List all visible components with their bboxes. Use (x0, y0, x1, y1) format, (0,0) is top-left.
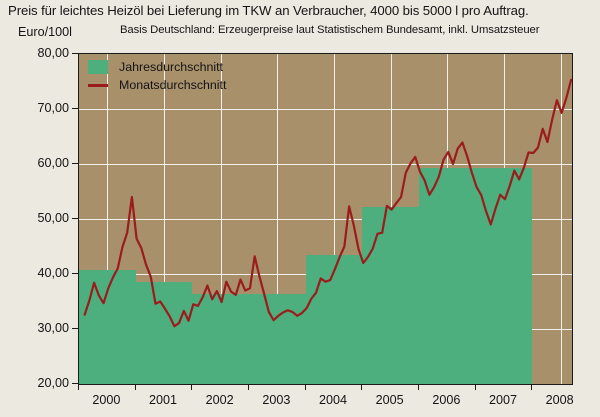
y-tick-label-60: 60,00 (37, 156, 69, 170)
plot-area (78, 53, 573, 385)
bar-2004 (305, 254, 363, 384)
legend-entry-annual: Jahresdurchschnitt (88, 58, 226, 76)
gridline-v-2003 (277, 54, 279, 384)
gridline-h-50 (79, 219, 572, 220)
bar-2005 (362, 206, 419, 384)
x-tick-label-2002: 2002 (205, 393, 234, 407)
x-tick-label-2006: 2006 (432, 393, 461, 407)
x-tick-label-2001: 2001 (148, 393, 178, 407)
legend-label-annual: Jahresdurchschnitt (119, 60, 223, 74)
legend-entry-monthly: Monatsdurchschnitt (88, 76, 226, 94)
y-tick-mark-80 (72, 53, 78, 54)
bar-2001 (135, 281, 193, 384)
x-tick-mark-2006 (418, 384, 419, 390)
x-tick-label-2008: 2008 (545, 393, 574, 407)
x-tick-mark-2008 (531, 384, 533, 390)
gridline-v-2008 (560, 54, 562, 384)
y-tick-label-80: 80,00 (37, 46, 69, 60)
gridline-h-70 (79, 109, 572, 110)
legend-label-monthly: Monatsdurchschnitt (119, 78, 227, 92)
x-tick-mark-2004 (304, 384, 306, 390)
x-tick-mark-2002 (191, 384, 193, 390)
chart-legend: Jahresdurchschnitt Monatsdurchschnitt (88, 58, 226, 94)
x-tick-mark-2001 (134, 384, 136, 390)
y-tick-mark-30 (72, 328, 78, 329)
x-tick-mark-2000 (78, 384, 79, 390)
x-tick-label-2000: 2000 (92, 393, 121, 407)
y-tick-mark-50 (72, 218, 78, 219)
line-polyline (85, 80, 571, 326)
gridline-v-2002 (220, 54, 222, 384)
y-tick-mark-70 (72, 108, 78, 109)
y-tick-mark-40 (72, 273, 78, 274)
y-tick-label-50: 50,00 (37, 211, 69, 225)
y-tick-mark-60 (72, 163, 78, 164)
y-tick-label-40: 40,00 (37, 266, 69, 280)
x-tick-mark-2005 (361, 384, 363, 390)
bar-2006 (419, 167, 476, 384)
gridline-h-60 (79, 164, 572, 165)
x-tick-label-2005: 2005 (375, 393, 404, 407)
chart-title: Preis für leichtes Heizöl bei Lieferung … (8, 3, 529, 18)
bar-2002 (192, 294, 249, 384)
x-tick-label-2007: 2007 (488, 393, 518, 407)
y-tick-label-70: 70,00 (37, 101, 69, 115)
gridline-v-2004 (334, 54, 335, 384)
y-tick-label-20: 20,00 (37, 376, 69, 390)
monthly-average-line (79, 54, 572, 384)
y-tick-mark-20 (72, 383, 78, 384)
chart-subtitle: Basis Deutschland: Erzeugerpreise laut S… (120, 24, 540, 36)
bar-2003 (249, 294, 306, 384)
x-tick-label-2003: 2003 (262, 393, 291, 407)
x-tick-label-2004: 2004 (318, 393, 348, 407)
y-tick-label-30: 30,00 (37, 321, 69, 335)
gridline-v-2000 (107, 54, 109, 384)
legend-line-swatch-icon (88, 78, 108, 92)
y-axis-unit-label: Euro/100l (18, 25, 72, 39)
x-tick-mark-2003 (248, 384, 249, 390)
gridline-v-2001 (164, 54, 165, 384)
legend-area-swatch-icon (88, 60, 108, 74)
bar-2007 (475, 167, 533, 384)
x-tick-mark-2007 (474, 384, 476, 390)
